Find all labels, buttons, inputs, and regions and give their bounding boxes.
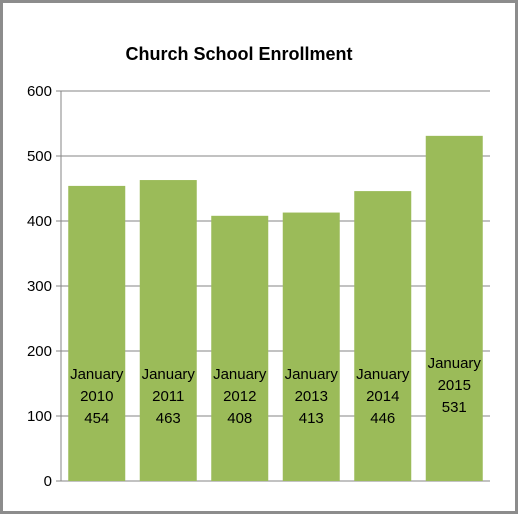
bar-5 xyxy=(354,191,412,481)
bar-2-label-line-2: 2011 xyxy=(152,388,184,405)
bar-3-label-line-3: 408 xyxy=(227,410,252,427)
gridlines xyxy=(56,90,490,482)
bar-4-label-line-3: 413 xyxy=(299,410,324,427)
y-tick-label-500: 500 xyxy=(27,148,52,165)
y-axis-tick-labels: 0 100 200 300 400 500 600 xyxy=(27,83,52,490)
bar-4 xyxy=(282,212,340,482)
y-tick-label-100: 100 xyxy=(27,408,52,425)
bar-1-label-line-1: January xyxy=(70,366,124,383)
chart-title: Church School Enrollment xyxy=(125,44,352,64)
bar-4-label-line-1: January xyxy=(285,366,339,383)
bar-1-label-line-3: 454 xyxy=(84,410,109,427)
bar-4-label-line-2: 2013 xyxy=(295,388,328,405)
bar-1 xyxy=(68,185,126,481)
bar-5-label-line-3: 446 xyxy=(370,410,395,427)
bar-5-label-line-2: 2014 xyxy=(366,388,399,405)
bar-chart: Church School Enrollment 0 100 200 300 400 50… xyxy=(27,44,490,490)
bar-6-label-line-2: 2015 xyxy=(438,377,471,394)
bar-2 xyxy=(139,180,197,482)
bar-6-label-line-3: 531 xyxy=(442,399,467,416)
y-tick-label-600: 600 xyxy=(27,83,52,100)
bar-3 xyxy=(211,215,269,482)
bar-1-label-line-2: 2010 xyxy=(80,388,113,405)
bar-6-label-line-1: January xyxy=(428,355,482,372)
y-tick-label-300: 300 xyxy=(27,278,52,295)
y-tick-label-200: 200 xyxy=(27,343,52,360)
bar-2-label-line-3: 463 xyxy=(156,410,181,427)
bar-3-label-line-2: 2012 xyxy=(223,388,256,405)
y-tick-label-400: 400 xyxy=(27,213,52,230)
bar-3-label-line-1: January xyxy=(213,366,267,383)
bar-data-labels: January 2010 454 January 2011 463 January 2012 4… xyxy=(70,355,481,427)
bar-2-label-line-1: January xyxy=(142,366,196,383)
bars xyxy=(68,135,483,482)
bar-6 xyxy=(425,135,483,481)
y-tick-label-0: 0 xyxy=(44,473,52,490)
bar-5-label-line-1: January xyxy=(356,366,410,383)
